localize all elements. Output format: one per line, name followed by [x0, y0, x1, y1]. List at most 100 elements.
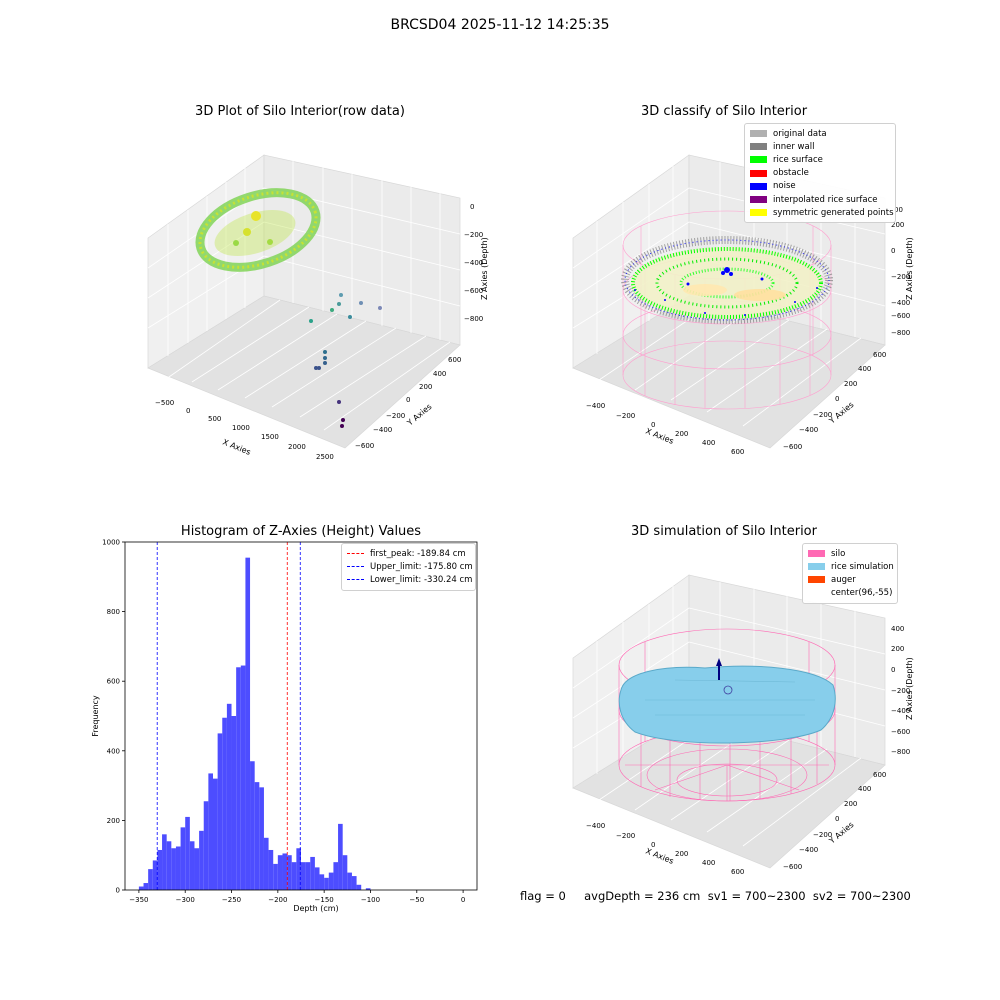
legend-label: symmetric generated points — [773, 207, 894, 218]
raw-xtick: 1000 — [232, 424, 250, 432]
classify-xtick: −200 — [616, 412, 635, 420]
histogram-bar — [328, 872, 334, 890]
histogram-bars — [138, 557, 371, 890]
legend-swatch — [808, 590, 825, 597]
histogram-title: Histogram of Z-Axies (Height) Values — [180, 524, 422, 539]
histogram-bar — [291, 862, 297, 890]
raw-xtick: 2500 — [316, 453, 334, 460]
histogram-legend: first_peak: -189.84 cm Upper_limit: -175… — [341, 543, 476, 591]
classify-axis-ticks: −400 −200 0 200 400 600 600 400 200 0 −2… — [586, 206, 910, 456]
legend-label: rice surface — [773, 154, 823, 165]
raw-outlier-points — [309, 293, 382, 428]
legend-label: original data — [773, 128, 827, 139]
histogram-x-tick-label: −350 — [129, 896, 148, 904]
legend-item-interpolated: interpolated rice surface — [750, 193, 890, 206]
histogram-bar — [138, 886, 144, 890]
histogram-bar — [236, 667, 241, 890]
classify-xtick: −400 — [586, 402, 605, 410]
classify-wall-points — [621, 236, 833, 324]
simulation-xtick: 400 — [702, 859, 715, 867]
simulation-auger — [716, 658, 733, 695]
legend-label: first_peak: -189.84 cm — [370, 548, 466, 559]
raw-y-axis-label: Y Axies — [405, 402, 434, 428]
legend-swatch — [750, 209, 767, 217]
legend-swatch — [750, 182, 767, 190]
histogram-bar — [254, 782, 260, 890]
histogram-chart: −350 −300 −250 −200 −150 −100 −50 0 0 200 400 600 8… — [91, 539, 478, 913]
legend-swatch — [750, 156, 767, 164]
simulation-ytick: −400 — [799, 846, 818, 854]
simulation-ytick: 600 — [873, 771, 886, 779]
classify-xtick: 600 — [731, 448, 744, 456]
classify-ytick: −200 — [813, 411, 832, 419]
histogram-bar — [263, 837, 269, 890]
histogram-bar — [268, 849, 274, 890]
classify-ytick: 600 — [873, 351, 886, 359]
histogram-bar — [338, 823, 343, 890]
legend-label: obstacle — [773, 168, 809, 179]
classify-ztick: −600 — [891, 312, 910, 320]
classify-xtick: 0 — [651, 421, 655, 429]
histogram-y-tick-label: 800 — [107, 608, 120, 616]
legend-item-center: center(96,-55) — [808, 587, 892, 600]
legend-swatch — [750, 196, 767, 204]
legend-label: Upper_limit: -175.80 cm — [370, 561, 473, 572]
legend-item-original-data: original data — [750, 127, 890, 140]
classify-ztick: −200 — [891, 273, 910, 281]
classify-ztick: −400 — [891, 299, 910, 307]
histogram-bar — [301, 862, 306, 890]
classify-ytick: 400 — [858, 365, 871, 373]
raw-ztick: −800 — [464, 315, 483, 323]
simulation-xtick: 600 — [731, 868, 744, 876]
legend-item-symmetric: symmetric generated points — [750, 206, 894, 219]
classify-z-axis-label: Z Axies (Depth) — [905, 237, 914, 300]
simulation-xtick: −200 — [616, 832, 635, 840]
simulation-rice-surface — [618, 665, 836, 744]
simulation-ytick: 0 — [835, 815, 839, 823]
simulation-xtick: 200 — [675, 850, 688, 858]
raw-ztick: −200 — [464, 231, 483, 239]
legend-label: noise — [773, 181, 796, 192]
legend-item-obstacle: obstacle — [750, 167, 890, 180]
raw-ztick: 0 — [470, 203, 474, 211]
simulation-ytick: 400 — [858, 785, 871, 793]
raw-xtick: −500 — [155, 399, 174, 407]
histogram-bar — [277, 855, 283, 890]
legend-line — [347, 579, 364, 581]
legend-label: Lower_limit: -330.24 cm — [370, 574, 473, 585]
raw-x-axis-label: X Axies — [221, 438, 252, 457]
simulation-ztick: 400 — [891, 625, 904, 633]
histogram-bar — [203, 801, 209, 890]
classify-x-axis-label: X Axies — [644, 427, 675, 446]
histogram-bar — [319, 874, 325, 890]
legend-swatch — [750, 130, 767, 138]
simulation-ytick: 200 — [844, 800, 857, 808]
histogram-bar — [231, 716, 237, 890]
legend-line — [347, 566, 364, 568]
histogram-bar — [250, 761, 255, 890]
simulation-x-axis-label: X Axies — [644, 847, 675, 866]
simulation-3d-plot: −400 −200 0 200 400 600 600 400 200 0 −2… — [572, 574, 914, 876]
legend-item-noise: noise — [750, 180, 890, 193]
simulation-z-axis-label: Z Axies (Depth) — [905, 657, 914, 720]
legend-item-rice-surface: rice surface — [750, 153, 890, 166]
histogram-bar — [310, 856, 315, 890]
histogram-y-tick-label: 400 — [107, 747, 120, 755]
raw-ytick: 200 — [419, 383, 432, 391]
simulation-ytick: −200 — [813, 831, 832, 839]
raw-z-axis-label: Z Axies (Depth) — [480, 237, 489, 300]
simulation-ztick: 0 — [891, 666, 895, 674]
legend-item-inner-wall: inner wall — [750, 140, 890, 153]
simulation-plot-title: 3D simulation of Silo Interior — [631, 524, 817, 539]
classify-surface-points — [631, 247, 823, 319]
histogram-x-tick-label: −300 — [176, 896, 195, 904]
legend-label: inner wall — [773, 141, 815, 152]
simulation-ztick: −800 — [891, 748, 910, 756]
figure-title: BRCSD04 2025-11-12 14:25:35 — [390, 17, 610, 33]
raw-3d-plot: −500 0 500 1000 1500 2000 2500 600 400 2… — [147, 154, 489, 460]
classify-xtick: 400 — [702, 439, 715, 447]
histogram-bar — [245, 557, 251, 890]
legend-label: auger — [831, 574, 856, 585]
raw-ytick: −600 — [355, 442, 374, 450]
histogram-x-ticks: −350 −300 −250 −200 −150 −100 −50 0 — [129, 890, 465, 904]
